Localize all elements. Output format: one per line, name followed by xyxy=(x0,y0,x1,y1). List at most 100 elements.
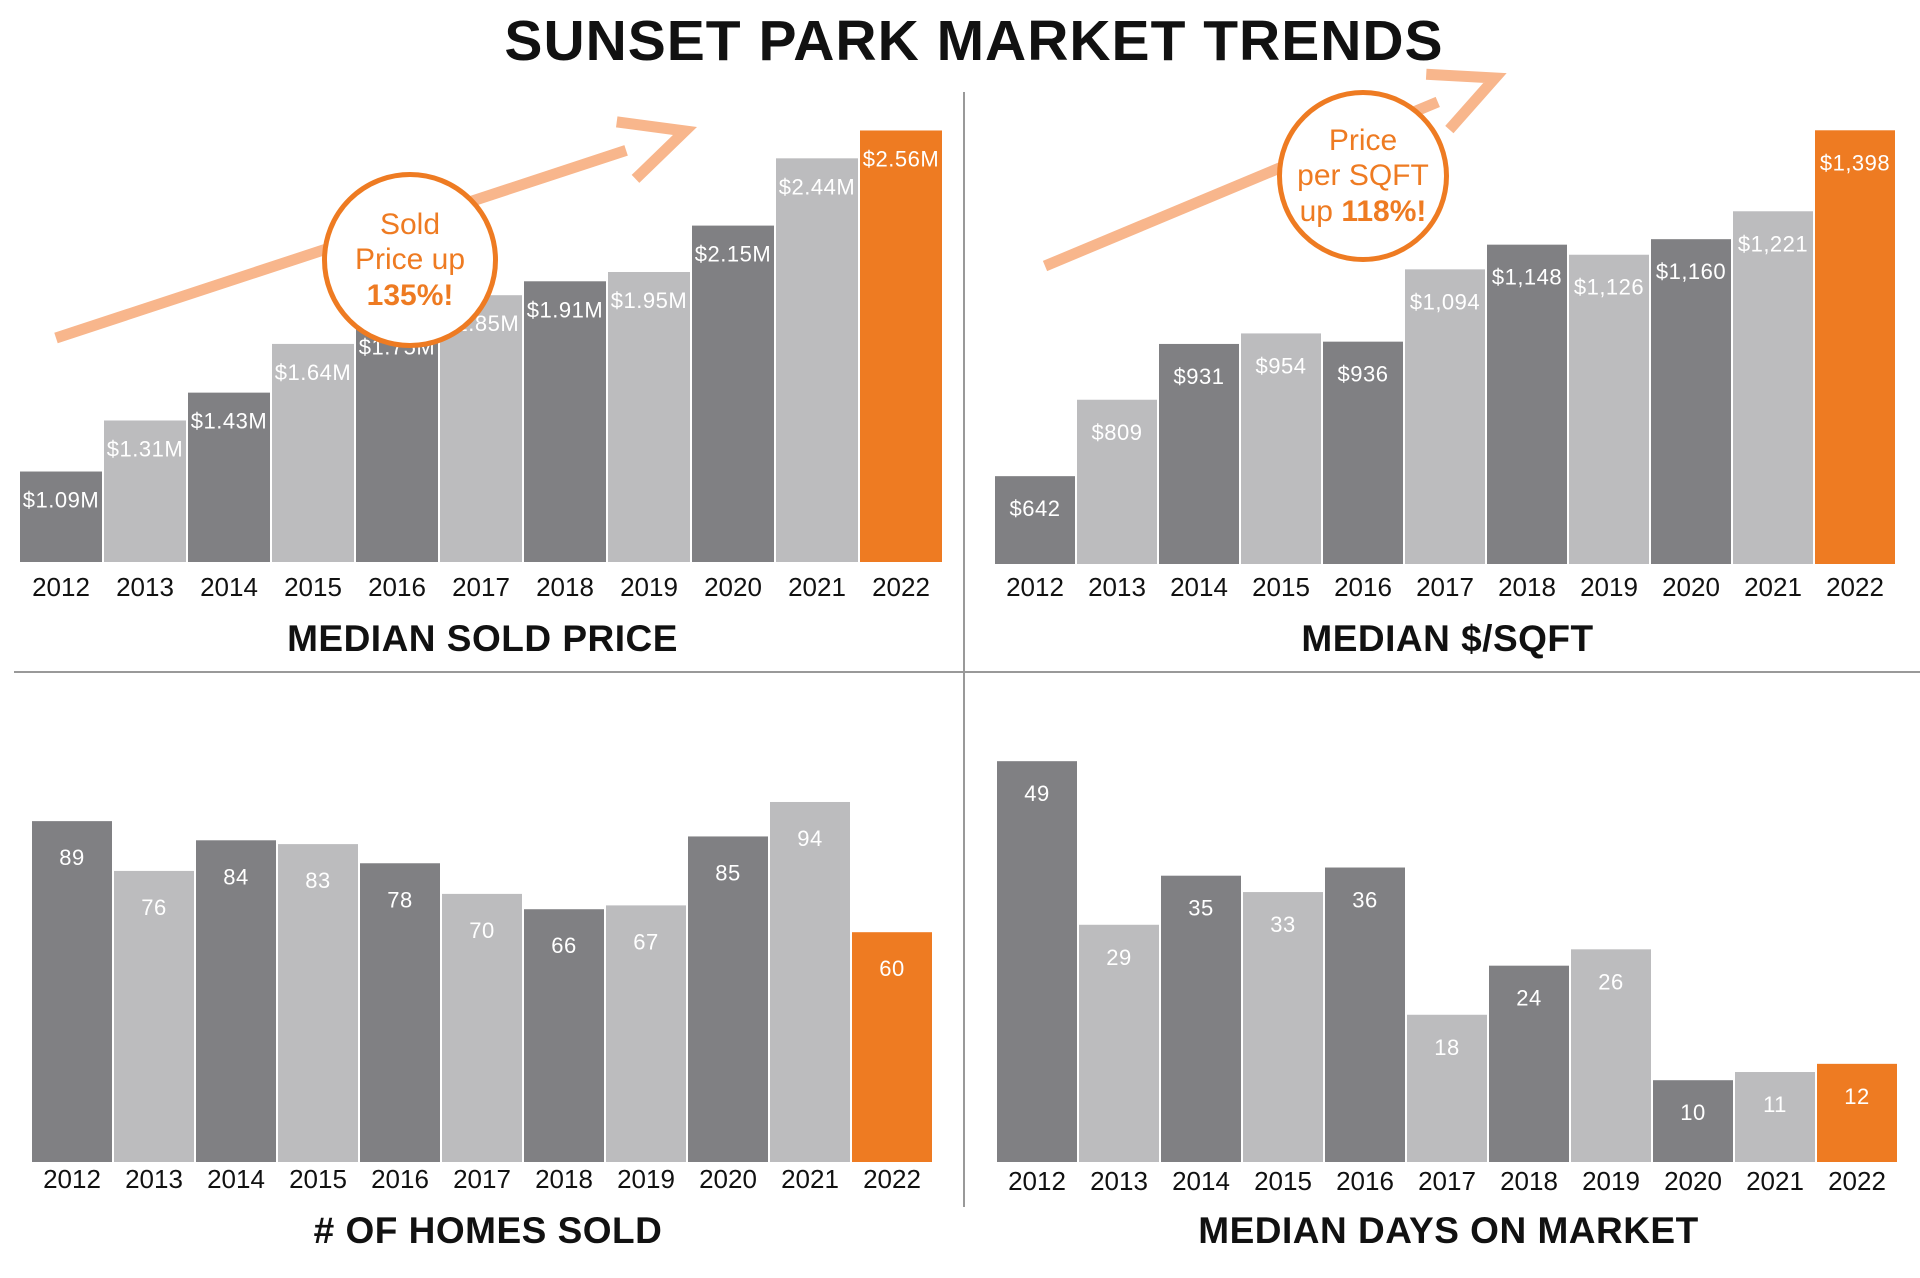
callout-line: Sold xyxy=(379,207,441,241)
data-label: 70 xyxy=(469,918,494,943)
year-label: 2017 xyxy=(453,1164,511,1194)
data-label: $1.64M xyxy=(275,360,351,385)
year-label: 2013 xyxy=(1090,1166,1148,1196)
bar xyxy=(1405,269,1485,564)
median-days-on-market-chart: 49 2012 29 2013 35 2014 33 2015 36 2016 18 2017 24 20… xyxy=(997,761,1897,1196)
bar xyxy=(196,840,276,1162)
year-label: 2015 xyxy=(1252,572,1310,602)
bar xyxy=(1571,949,1651,1162)
data-label: $931 xyxy=(1174,364,1225,389)
data-label: $1,221 xyxy=(1738,231,1808,256)
year-label: 2022 xyxy=(1828,1166,1886,1196)
bar xyxy=(1569,254,1649,565)
year-label: 2020 xyxy=(1664,1166,1722,1196)
data-label: 76 xyxy=(141,895,166,920)
data-label: 10 xyxy=(1680,1100,1705,1125)
year-label: 2021 xyxy=(781,1164,839,1194)
year-label: 2019 xyxy=(1580,572,1638,602)
year-label: 2022 xyxy=(1826,572,1884,602)
bar xyxy=(1077,399,1157,564)
bar xyxy=(356,318,438,562)
year-label: 2022 xyxy=(863,1164,921,1194)
panel-title: MEDIAN $/SQFT xyxy=(1301,618,1594,659)
data-label: $954 xyxy=(1256,353,1307,378)
year-label: 2021 xyxy=(1744,572,1802,602)
median-price-per-sqft-panel: $642 2012 $809 2013 $931 2014 $954 2015 $936 2016… xyxy=(995,68,1900,670)
bar xyxy=(1079,924,1159,1162)
year-label: 2019 xyxy=(1582,1166,1640,1196)
bar xyxy=(20,471,102,562)
median-sold-price-panel: $1.09M 2012 $1.31M 2013 $1.43M 2014 $1.64M 2015… xyxy=(20,90,945,670)
bar xyxy=(1159,343,1239,564)
bar xyxy=(770,801,850,1162)
bar xyxy=(1241,333,1321,564)
bar xyxy=(1733,211,1813,564)
data-label: $936 xyxy=(1338,362,1389,387)
homes-sold-chart: 89 2012 76 2013 84 2014 83 2015 78 2016 70 2017 66 20… xyxy=(32,801,932,1194)
year-label: 2018 xyxy=(536,572,594,602)
bar xyxy=(1735,1072,1815,1162)
year-label: 2021 xyxy=(788,572,846,602)
data-label: 78 xyxy=(387,887,412,912)
data-label: 66 xyxy=(551,933,576,958)
data-label: 85 xyxy=(715,860,740,885)
data-label: $1,126 xyxy=(1574,275,1644,300)
year-label: 2014 xyxy=(1172,1166,1230,1196)
year-label: 2020 xyxy=(704,572,762,602)
bar xyxy=(1651,239,1731,565)
data-label: $1,398 xyxy=(1820,150,1890,175)
data-label: $809 xyxy=(1092,420,1143,445)
callout-line: up 118%! xyxy=(1300,194,1427,229)
sqft-price-callout: Price per SQFT up 118%! xyxy=(1277,90,1449,262)
bar xyxy=(860,130,942,563)
bar xyxy=(1243,892,1323,1162)
vertical-divider xyxy=(963,92,965,1207)
data-label: 33 xyxy=(1270,912,1295,937)
bar xyxy=(272,343,354,562)
year-label: 2016 xyxy=(1334,572,1392,602)
bar xyxy=(1653,1080,1733,1162)
data-label: 26 xyxy=(1598,969,1623,994)
year-label: 2019 xyxy=(617,1164,675,1194)
bar xyxy=(1323,341,1403,564)
bar xyxy=(1817,1063,1897,1162)
data-label: 49 xyxy=(1024,781,1049,806)
data-label: 94 xyxy=(797,826,822,851)
trend-arrow-head xyxy=(1425,68,1507,134)
bar xyxy=(995,476,1075,564)
bar xyxy=(524,281,606,562)
year-label: 2018 xyxy=(1500,1166,1558,1196)
year-label: 2012 xyxy=(43,1164,101,1194)
bar xyxy=(1815,130,1895,564)
year-label: 2013 xyxy=(125,1164,183,1194)
bar xyxy=(688,836,768,1162)
data-label: $1.95M xyxy=(611,288,687,313)
data-label: $2.44M xyxy=(779,174,855,199)
data-label: 36 xyxy=(1352,888,1377,913)
year-label: 2018 xyxy=(535,1164,593,1194)
year-label: 2017 xyxy=(1416,572,1474,602)
year-label: 2021 xyxy=(1746,1166,1804,1196)
bar xyxy=(1325,867,1405,1162)
horizontal-divider xyxy=(14,671,1920,673)
data-label: $2.15M xyxy=(695,242,771,267)
data-label: $1,148 xyxy=(1492,265,1562,290)
bar xyxy=(442,893,522,1162)
data-label: 83 xyxy=(305,868,330,893)
callout-line: Price xyxy=(1328,123,1398,157)
bar xyxy=(1487,244,1567,565)
bar xyxy=(692,225,774,562)
year-label: 2014 xyxy=(200,572,258,602)
callout-percent: 118%! xyxy=(1341,194,1427,228)
data-label: $1,094 xyxy=(1410,289,1480,314)
bar xyxy=(997,761,1077,1162)
data-label: 24 xyxy=(1516,986,1541,1011)
bar xyxy=(1407,1014,1487,1162)
year-label: 2015 xyxy=(284,572,342,602)
bar xyxy=(440,295,522,562)
bar xyxy=(114,870,194,1162)
data-label: 29 xyxy=(1106,945,1131,970)
year-label: 2016 xyxy=(368,572,426,602)
bar xyxy=(188,392,270,562)
panel-title: # OF HOMES SOLD xyxy=(313,1210,663,1251)
